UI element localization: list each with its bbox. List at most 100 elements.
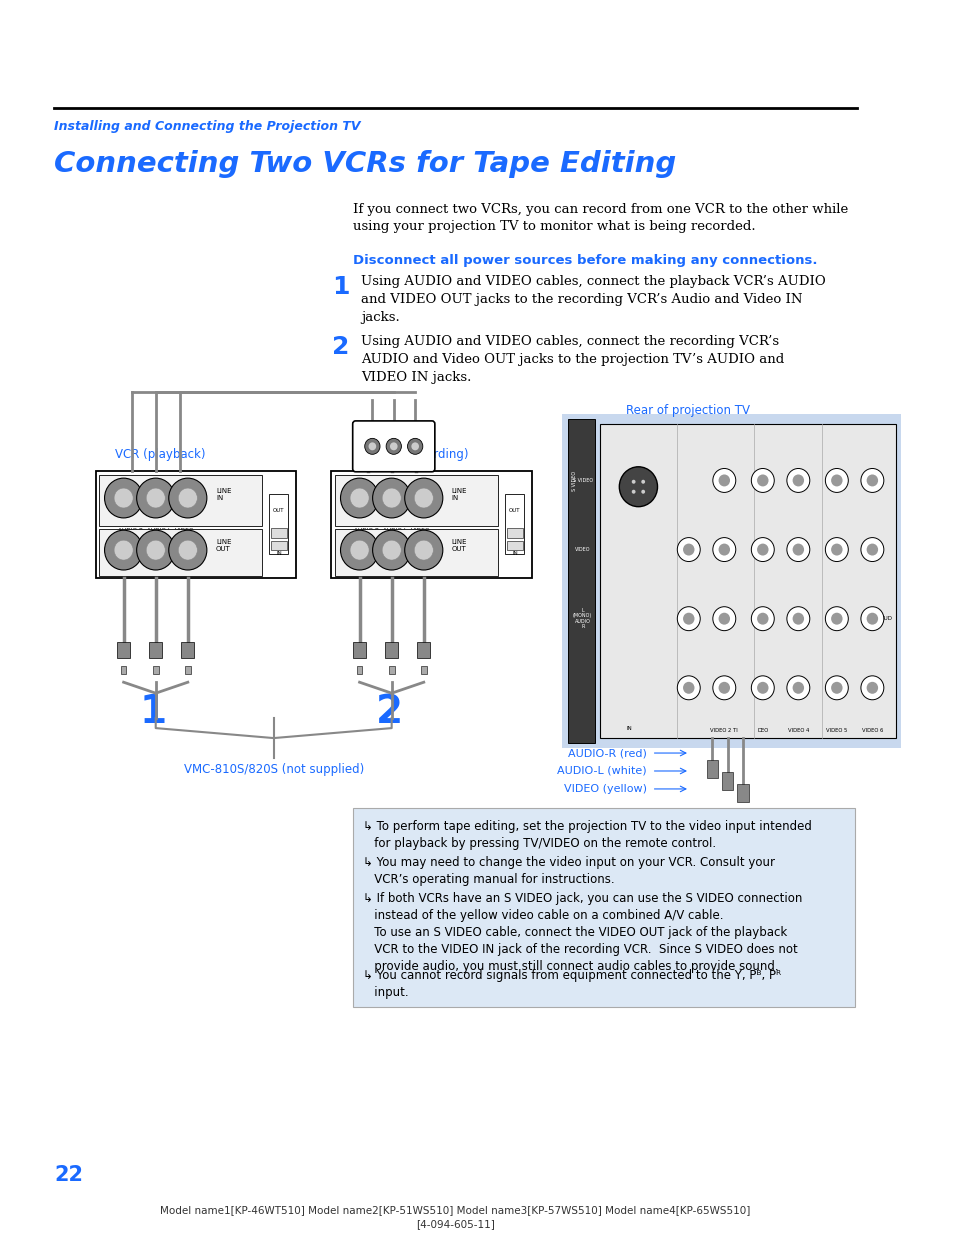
Circle shape: [136, 478, 174, 517]
Circle shape: [105, 478, 143, 517]
Bar: [706, 760, 718, 778]
Circle shape: [824, 537, 847, 562]
Bar: [95, 471, 295, 578]
Text: Rear of projection TV: Rear of projection TV: [625, 404, 749, 417]
Bar: [331, 471, 532, 578]
Text: 2: 2: [332, 335, 350, 359]
Bar: [353, 642, 366, 658]
Circle shape: [640, 490, 644, 494]
Circle shape: [631, 490, 635, 494]
Text: AUD: AUD: [881, 616, 892, 621]
Bar: [721, 772, 733, 790]
Bar: [568, 419, 595, 743]
Circle shape: [373, 478, 411, 517]
Text: LINE
IN: LINE IN: [452, 488, 467, 501]
Circle shape: [368, 442, 375, 451]
Bar: [356, 666, 362, 674]
Circle shape: [411, 442, 418, 451]
Text: DEO: DEO: [757, 729, 767, 734]
Text: OUT: OUT: [273, 508, 284, 513]
Circle shape: [404, 478, 442, 517]
Circle shape: [386, 438, 401, 454]
Bar: [505, 494, 524, 553]
Text: AUDIO-R (red): AUDIO-R (red): [567, 748, 646, 758]
Circle shape: [414, 488, 433, 508]
Text: S VIDEO: S VIDEO: [572, 471, 577, 490]
Circle shape: [178, 488, 197, 508]
Text: VCR (recording): VCR (recording): [375, 448, 469, 461]
Text: using your projection TV to monitor what is being recorded.: using your projection TV to monitor what…: [354, 220, 756, 233]
Text: VMC-810S/820S (not supplied): VMC-810S/820S (not supplied): [183, 763, 363, 776]
Circle shape: [860, 468, 882, 493]
Circle shape: [718, 474, 729, 487]
Bar: [385, 642, 398, 658]
Circle shape: [169, 530, 207, 571]
Circle shape: [105, 530, 143, 571]
Bar: [99, 529, 261, 577]
Bar: [271, 541, 286, 551]
Circle shape: [860, 537, 882, 562]
Text: IN: IN: [275, 551, 281, 556]
Circle shape: [751, 606, 774, 631]
Text: IN: IN: [512, 551, 517, 556]
Circle shape: [792, 543, 803, 556]
Text: Using AUDIO and VIDEO cables, connect the playback VCR’s AUDIO
and VIDEO OUT jac: Using AUDIO and VIDEO cables, connect th…: [361, 275, 825, 325]
Bar: [271, 527, 286, 537]
Circle shape: [830, 543, 841, 556]
Circle shape: [340, 530, 378, 571]
Text: VIDEO (yellow): VIDEO (yellow): [563, 784, 646, 794]
Text: AUDIO R  AUDIO L  VIDEO: AUDIO R AUDIO L VIDEO: [118, 529, 193, 534]
Circle shape: [682, 543, 694, 556]
Circle shape: [350, 488, 369, 508]
Circle shape: [382, 540, 401, 559]
Circle shape: [414, 540, 433, 559]
Circle shape: [860, 606, 882, 631]
Text: VIDEO 6: VIDEO 6: [861, 729, 882, 734]
Circle shape: [792, 682, 803, 694]
Circle shape: [340, 478, 378, 517]
Text: VIDEO 2 TI: VIDEO 2 TI: [710, 729, 738, 734]
Circle shape: [757, 682, 768, 694]
Text: OUT: OUT: [509, 508, 520, 513]
Circle shape: [830, 613, 841, 625]
Bar: [420, 666, 426, 674]
Circle shape: [114, 488, 133, 508]
Circle shape: [373, 530, 411, 571]
Circle shape: [404, 530, 442, 571]
Circle shape: [718, 682, 729, 694]
Bar: [99, 474, 261, 526]
Text: VIDEO: VIDEO: [575, 547, 590, 552]
Circle shape: [786, 606, 809, 631]
Text: 1: 1: [332, 275, 350, 299]
Text: Disconnect all power sources before making any connections.: Disconnect all power sources before maki…: [354, 254, 817, 267]
Circle shape: [350, 540, 369, 559]
Text: LINE
OUT: LINE OUT: [215, 538, 232, 552]
Circle shape: [712, 606, 735, 631]
Circle shape: [786, 468, 809, 493]
Circle shape: [824, 676, 847, 700]
Circle shape: [382, 488, 401, 508]
Text: IN: IN: [626, 726, 632, 731]
Circle shape: [718, 543, 729, 556]
Circle shape: [712, 676, 735, 700]
Text: AUDIO R  AUDIO L  VIDEO: AUDIO R AUDIO L VIDEO: [354, 529, 429, 534]
Circle shape: [146, 488, 165, 508]
Text: 22: 22: [54, 1165, 83, 1184]
Text: Connecting Two VCRs for Tape Editing: Connecting Two VCRs for Tape Editing: [54, 149, 676, 178]
Circle shape: [640, 479, 644, 484]
Circle shape: [786, 537, 809, 562]
Bar: [185, 666, 191, 674]
Circle shape: [136, 530, 174, 571]
Bar: [335, 474, 497, 526]
Bar: [416, 642, 430, 658]
Circle shape: [169, 478, 207, 517]
Circle shape: [830, 682, 841, 694]
Text: VCR (playback): VCR (playback): [114, 448, 205, 461]
Circle shape: [865, 474, 877, 487]
Text: Installing and Connecting the Projection TV: Installing and Connecting the Projection…: [54, 120, 360, 132]
Circle shape: [757, 543, 768, 556]
Text: ↳ To perform tape editing, set the projection TV to the video input intended
   : ↳ To perform tape editing, set the proje…: [363, 820, 811, 850]
Bar: [269, 494, 288, 553]
Text: S VIDEO: S VIDEO: [572, 478, 592, 483]
Circle shape: [677, 606, 700, 631]
